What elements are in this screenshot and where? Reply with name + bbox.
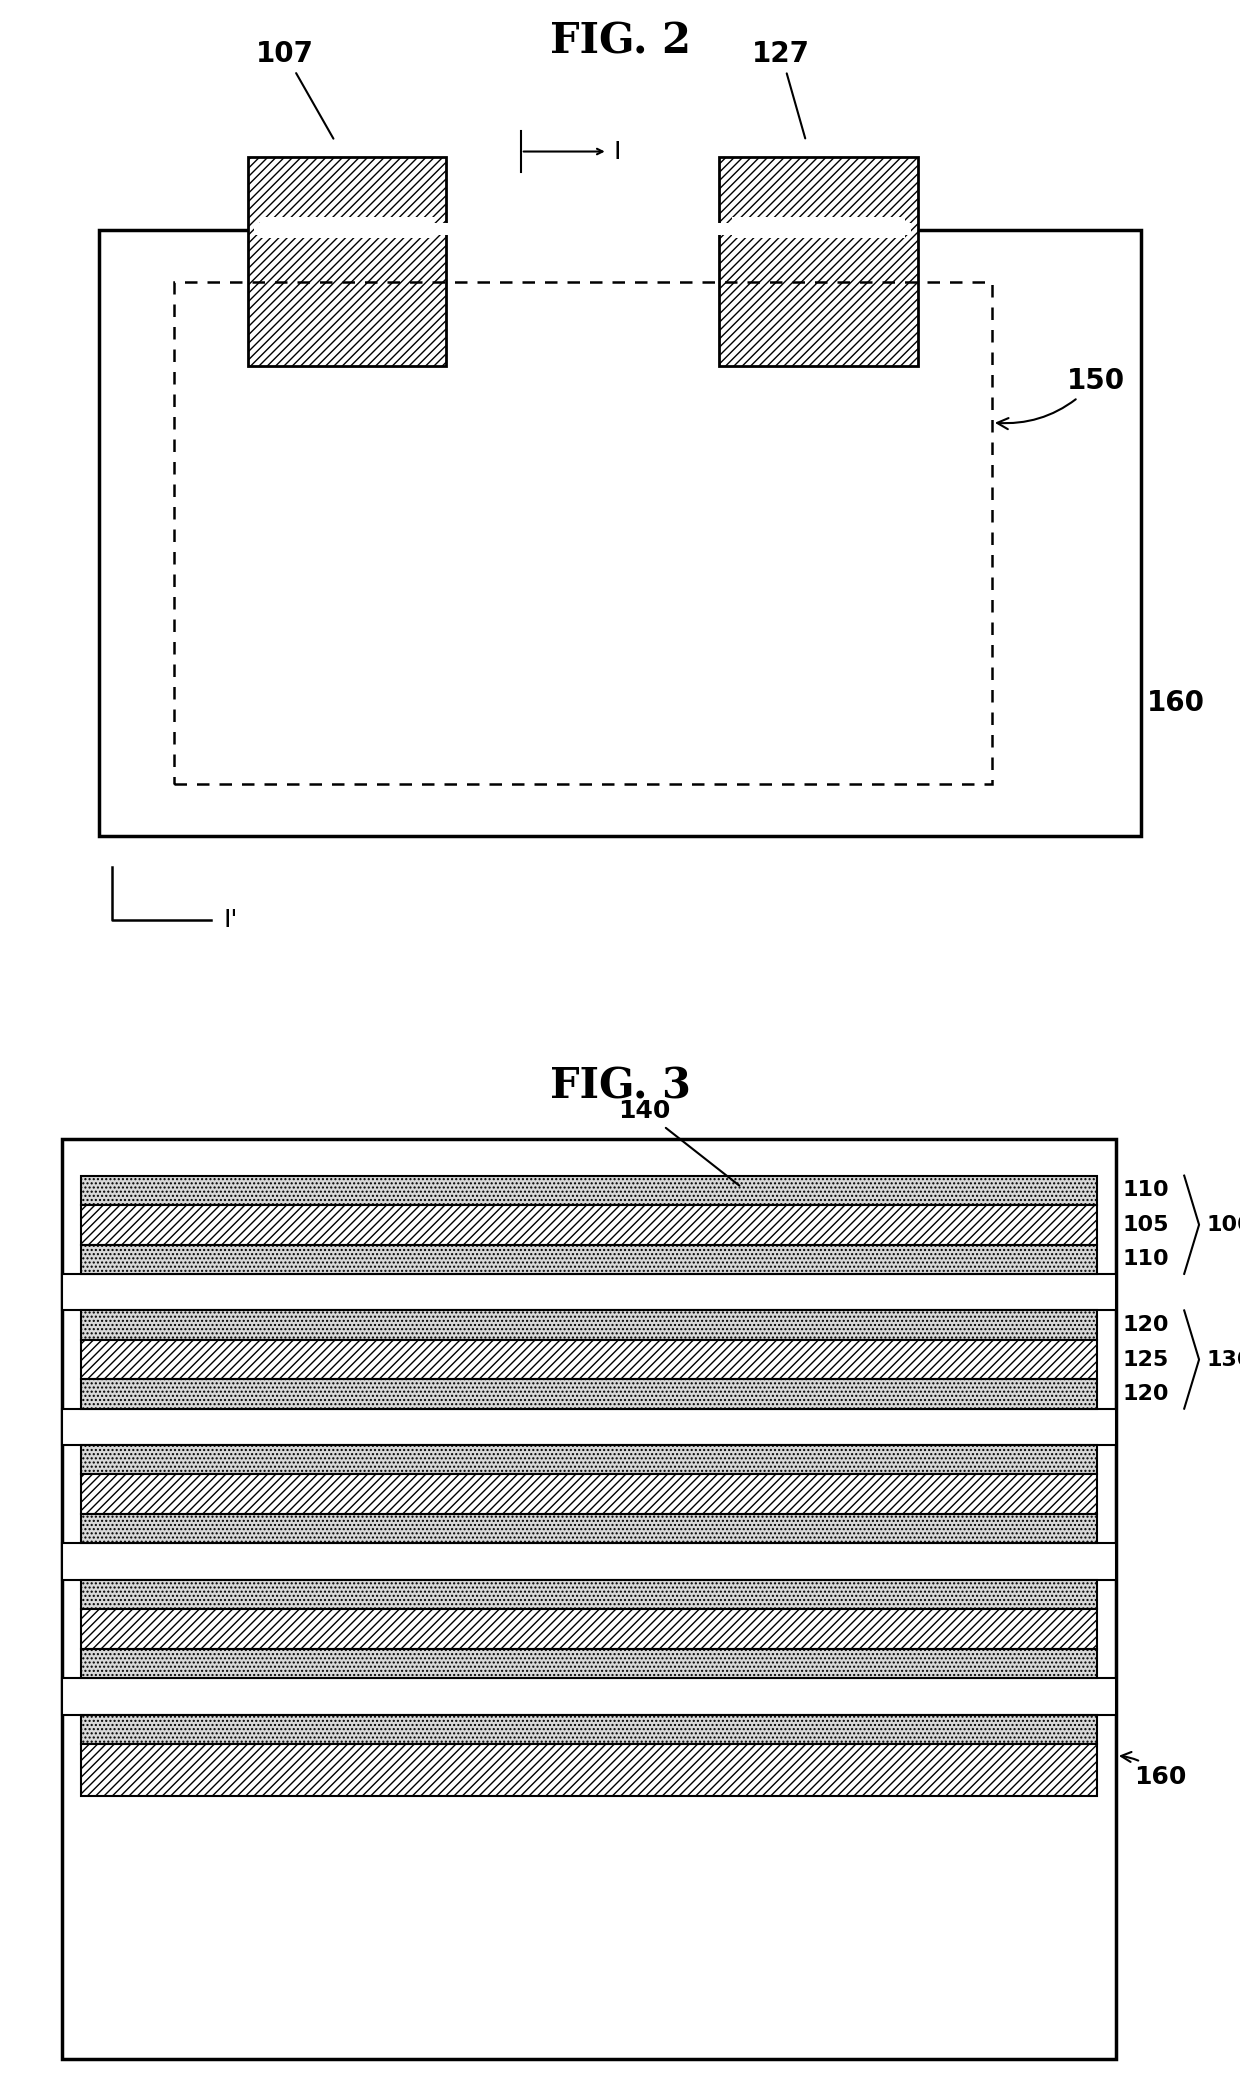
Text: 120: 120 — [1122, 1384, 1168, 1404]
Text: 100: 100 — [1207, 1214, 1240, 1235]
Bar — [254, 224, 911, 234]
Bar — [81, 1743, 1097, 1795]
Bar — [81, 1580, 1097, 1609]
Text: FIG. 2: FIG. 2 — [549, 21, 691, 63]
Bar — [174, 282, 992, 784]
Bar — [62, 1678, 1116, 1714]
Bar — [81, 1175, 1097, 1204]
Text: I': I' — [223, 907, 238, 932]
Bar — [719, 157, 918, 366]
Text: 110: 110 — [1122, 1181, 1169, 1200]
Bar — [62, 1409, 1116, 1444]
Bar — [260, 217, 434, 238]
Text: 127: 127 — [753, 40, 810, 138]
Bar — [62, 1273, 1116, 1310]
Text: 120: 120 — [1122, 1315, 1168, 1336]
Bar — [81, 1244, 1097, 1273]
Text: 107: 107 — [257, 40, 334, 138]
Text: 160: 160 — [1121, 1751, 1187, 1789]
Bar — [81, 1649, 1097, 1678]
Bar — [81, 1310, 1097, 1340]
Bar — [81, 1204, 1097, 1244]
Bar — [81, 1714, 1097, 1743]
Text: 105: 105 — [1122, 1214, 1168, 1235]
Bar — [81, 1379, 1097, 1409]
Text: 130: 130 — [1207, 1350, 1240, 1369]
Text: 125: 125 — [1122, 1350, 1168, 1369]
Bar — [81, 1340, 1097, 1379]
Bar — [248, 157, 446, 366]
Text: I: I — [614, 140, 621, 163]
Bar — [62, 1139, 1116, 2059]
Text: FIG. 3: FIG. 3 — [549, 1066, 691, 1108]
Bar — [732, 217, 905, 238]
Text: 160: 160 — [1147, 690, 1205, 717]
Text: 140: 140 — [619, 1099, 739, 1185]
Bar — [99, 230, 1141, 836]
Text: 110: 110 — [1122, 1250, 1169, 1269]
Bar — [62, 1542, 1116, 1580]
Text: 150: 150 — [997, 368, 1125, 428]
Bar — [81, 1513, 1097, 1542]
Bar — [81, 1446, 1097, 1476]
Bar — [81, 1473, 1097, 1513]
Bar — [81, 1609, 1097, 1649]
